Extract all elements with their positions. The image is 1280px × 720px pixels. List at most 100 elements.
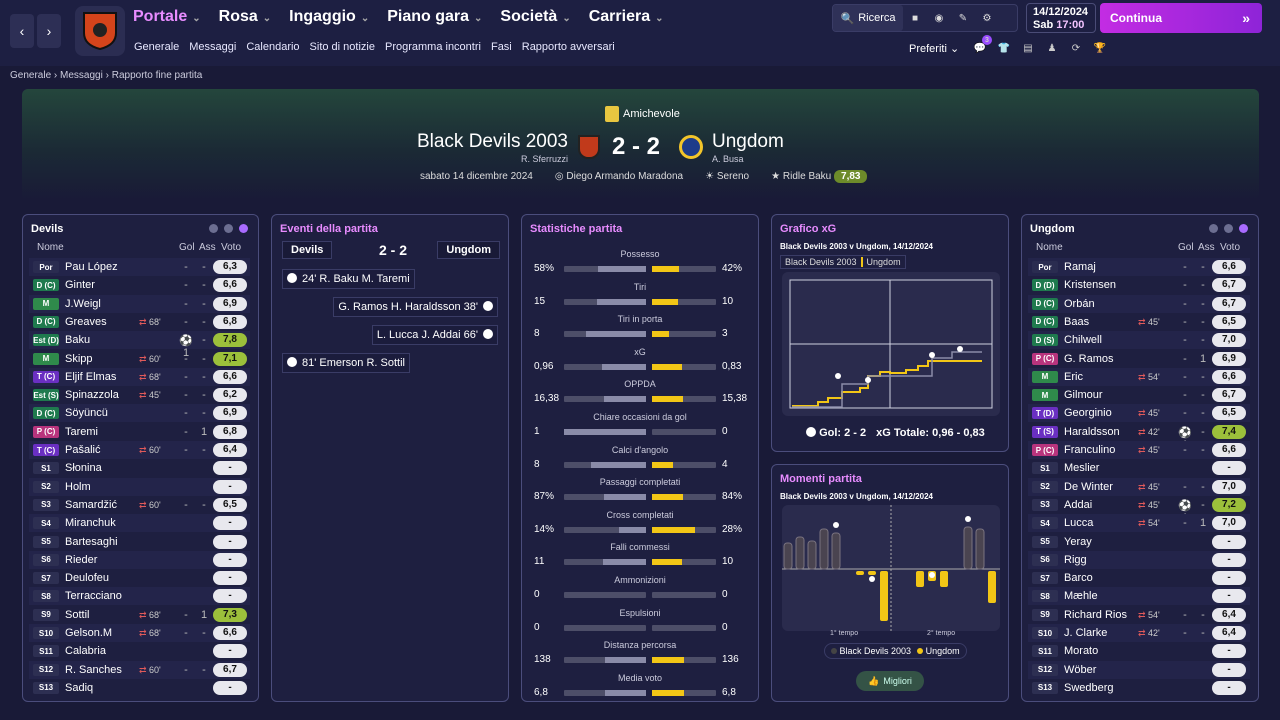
player-name[interactable]: Addai xyxy=(1064,498,1093,511)
player-row[interactable]: P (C) Franculino ⇄ 45' - -6,6 xyxy=(1028,441,1250,459)
breadcrumb-item[interactable]: Messaggi xyxy=(60,70,103,81)
player-name[interactable]: Georginio xyxy=(1064,407,1112,420)
player-row[interactable]: M Eric ⇄ 54' - -6,6 xyxy=(1028,367,1250,386)
player-name[interactable]: Rigg xyxy=(1064,553,1087,566)
club-logo[interactable] xyxy=(75,6,125,56)
messages-icon[interactable]: 💬 3 xyxy=(972,35,992,56)
home-team[interactable]: Black Devils 2003 R. Sferruzzi xyxy=(416,131,568,164)
player-row[interactable]: M J.Weigl - -6,9 xyxy=(29,294,250,313)
player-name[interactable]: Bartesaghi xyxy=(65,535,118,548)
submenu-item[interactable]: Calendario xyxy=(246,41,300,53)
player-row[interactable]: S12 Wöber - xyxy=(1028,660,1250,679)
player-row[interactable]: M Gilmour - -6,7 xyxy=(1028,386,1250,404)
player-row[interactable]: S6 Rieder - xyxy=(29,550,250,569)
player-row[interactable]: D (S) Chilwell - -7,0 xyxy=(1028,331,1250,350)
player-name[interactable]: Morato xyxy=(1064,645,1099,658)
player-row[interactable]: T (C) Eljif Elmas ⇄ 68' - -6,6 xyxy=(29,367,250,386)
player-name[interactable]: Yeray xyxy=(1064,535,1092,548)
menu-wrap[interactable]: Piano gara ⌄ xyxy=(387,8,482,26)
player-name[interactable]: Chilwell xyxy=(1064,334,1102,347)
competition[interactable]: Amichevole xyxy=(605,106,680,122)
player-name[interactable]: Holm xyxy=(65,480,91,493)
trophy-icon[interactable]: 🏆 xyxy=(1093,42,1107,54)
player-name[interactable]: Ramaj xyxy=(1064,261,1096,273)
submenu-item[interactable]: Fasi xyxy=(490,41,512,53)
player-name[interactable]: Baas xyxy=(1064,315,1090,328)
menu-item[interactable]: Società xyxy=(500,8,558,25)
submenu-item[interactable]: Rapporto avversari xyxy=(521,41,615,53)
player-name[interactable]: Franculino xyxy=(1064,444,1116,456)
submenu-item[interactable]: Programma incontri xyxy=(384,41,481,53)
player-row[interactable]: Por Pau López - -6,3 xyxy=(29,258,250,276)
player-row[interactable]: S8 Mæhle - xyxy=(1028,587,1250,606)
view-dots[interactable] xyxy=(209,224,248,233)
menu-item[interactable]: Portale xyxy=(133,8,188,25)
pen-icon[interactable]: ✎ xyxy=(958,12,968,24)
player-row[interactable]: S10 J. Clarke ⇄ 42' - -6,4 xyxy=(1028,624,1250,642)
gear-icon[interactable]: ⚙ xyxy=(982,12,992,24)
player-name[interactable]: Deulofeu xyxy=(65,572,110,585)
player-name[interactable]: Słonina xyxy=(65,462,102,475)
breadcrumb-item[interactable]: Generale xyxy=(10,70,52,81)
player-row[interactable]: S10 Gelson.M ⇄ 68' - -6,6 xyxy=(29,624,250,642)
preferiti-dropdown[interactable]: Preferiti ⌄ xyxy=(909,43,960,55)
player-name[interactable]: Gelson.M xyxy=(65,627,113,639)
player-name[interactable]: Eric xyxy=(1064,370,1083,383)
player-row[interactable]: S1 Meslier - xyxy=(1028,459,1250,477)
player-name[interactable]: Haraldsson xyxy=(1064,425,1120,438)
player-row[interactable]: S7 Deulofeu - xyxy=(29,569,250,587)
menu-wrap[interactable]: Società ⌄ xyxy=(500,8,570,26)
submenu-item[interactable]: Messaggi xyxy=(189,41,237,53)
menu-item[interactable]: Piano gara xyxy=(387,8,470,25)
player-name[interactable]: Rieder xyxy=(65,553,98,566)
player-row[interactable]: S5 Yeray - xyxy=(1028,533,1250,551)
player-name[interactable]: Ginter xyxy=(65,279,95,292)
menu-wrap[interactable]: Rosa ⌄ xyxy=(219,8,272,26)
menu-item[interactable]: Ingaggio xyxy=(289,8,356,25)
player-name[interactable]: De Winter xyxy=(1064,480,1113,493)
player-row[interactable]: Por Ramaj - -6,6 xyxy=(1028,258,1250,276)
player-name[interactable]: Gilmour xyxy=(1064,389,1103,402)
player-name[interactable]: Richard Rios xyxy=(1064,608,1127,621)
player-name[interactable]: Samardžić xyxy=(65,498,117,511)
player-row[interactable]: D (C) Greaves ⇄ 68' - -6,8 xyxy=(29,313,250,331)
player-name[interactable]: Meslier xyxy=(1064,462,1100,475)
search-button[interactable]: 🔍 Ricerca xyxy=(833,5,903,31)
menu-wrap[interactable]: Ingaggio ⌄ xyxy=(289,8,369,26)
bookmark-icon[interactable]: ■ xyxy=(911,12,919,24)
player-row[interactable]: S9 Sottil ⇄ 68' -1 7,3 xyxy=(29,606,250,624)
player-name[interactable]: J. Clarke xyxy=(1064,627,1108,639)
player-row[interactable]: D (C) Baas ⇄ 45' - -6,5 xyxy=(1028,313,1250,331)
player-row[interactable]: S1 Słonina - xyxy=(29,459,250,477)
player-row[interactable]: S4 Miranchuk - xyxy=(29,514,250,533)
player-row[interactable]: S9 Richard Rios ⇄ 54' - -6,4 xyxy=(1028,606,1250,624)
player-row[interactable]: S2 De Winter ⇄ 45' - -7,0 xyxy=(1028,477,1250,496)
player-row[interactable]: P (C) Taremi -1 6,8 xyxy=(29,423,250,441)
shirt-icon[interactable]: 👕 xyxy=(997,42,1011,54)
player-row[interactable]: S13 Sadiq - xyxy=(29,679,250,697)
player-name[interactable]: Skipp xyxy=(65,352,93,365)
player-row[interactable]: S2 Holm - xyxy=(29,477,250,496)
player-name[interactable]: Calabria xyxy=(65,645,106,658)
player-row[interactable]: D (C) Söyüncü - -6,9 xyxy=(29,404,250,423)
player-row[interactable]: S11 Calabria - xyxy=(29,642,250,660)
player-name[interactable]: Barco xyxy=(1064,572,1093,585)
match-event[interactable]: G. Ramos H. Haraldsson 38' xyxy=(333,297,498,317)
player-name[interactable]: Wöber xyxy=(1064,663,1097,676)
player-row[interactable]: T (S)Haraldsson⇄ 42'⚽1-7,4 xyxy=(1028,423,1250,451)
player-name[interactable]: Swedberg xyxy=(1064,681,1114,694)
player-row[interactable]: T (D) Georginio ⇄ 45' - -6,5 xyxy=(1028,404,1250,423)
player-name[interactable]: J.Weigl xyxy=(65,297,101,310)
menu-wrap[interactable]: Portale ⌄ xyxy=(133,8,201,26)
player-name[interactable]: Eljif Elmas xyxy=(65,370,117,383)
globe-icon[interactable]: ◉ xyxy=(934,12,944,24)
away-team[interactable]: Ungdom A. Busa xyxy=(712,131,784,164)
player-name[interactable]: Greaves xyxy=(65,315,107,328)
forward-button[interactable]: › xyxy=(37,14,61,48)
date-box[interactable]: 14/12/2024 Sab 17:00 xyxy=(1026,3,1096,33)
player-row[interactable]: S12 R. Sanches ⇄ 60' - -6,7 xyxy=(29,660,250,679)
match-event[interactable]: 81' Emerson R. Sottil xyxy=(282,353,410,373)
continue-button[interactable]: Continua» xyxy=(1100,3,1262,33)
tactics-icon[interactable]: ♟ xyxy=(1047,42,1057,54)
